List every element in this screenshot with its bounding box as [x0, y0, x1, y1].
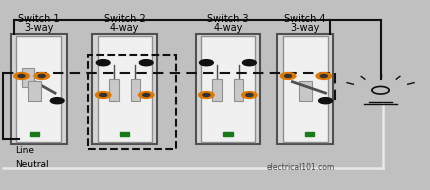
Circle shape: [199, 92, 214, 98]
Circle shape: [138, 92, 154, 98]
Circle shape: [34, 73, 49, 79]
Text: 3-way: 3-way: [24, 23, 53, 33]
Bar: [11, 34, 67, 144]
Bar: [120, 132, 129, 136]
Circle shape: [242, 92, 257, 98]
Circle shape: [243, 60, 256, 66]
Bar: [277, 34, 333, 144]
Text: 4-way: 4-way: [110, 23, 139, 33]
Bar: [212, 79, 222, 101]
Bar: [299, 81, 312, 101]
Text: Line: Line: [15, 146, 34, 155]
Circle shape: [203, 93, 210, 97]
Circle shape: [285, 74, 292, 78]
Bar: [131, 79, 140, 101]
Text: Switch 4: Switch 4: [285, 14, 326, 24]
Text: Neutral: Neutral: [15, 160, 49, 169]
Bar: [234, 79, 243, 101]
Text: 3-way: 3-way: [291, 23, 320, 33]
Circle shape: [143, 93, 150, 97]
Circle shape: [316, 73, 332, 79]
Circle shape: [100, 93, 107, 97]
Bar: [98, 36, 152, 142]
Text: Switch 1: Switch 1: [18, 14, 59, 24]
Bar: [16, 36, 61, 142]
Text: Switch 2: Switch 2: [104, 14, 146, 24]
Text: 4-way: 4-way: [213, 23, 243, 33]
Bar: [223, 132, 233, 136]
Circle shape: [18, 74, 25, 78]
Bar: [28, 81, 41, 101]
Bar: [283, 36, 328, 142]
Circle shape: [319, 98, 332, 104]
Bar: [30, 132, 39, 136]
Circle shape: [280, 73, 296, 79]
Bar: [305, 132, 314, 136]
Circle shape: [95, 92, 111, 98]
Bar: [22, 68, 34, 87]
Bar: [88, 55, 176, 149]
Circle shape: [246, 93, 253, 97]
Text: Switch 3: Switch 3: [207, 14, 249, 24]
Circle shape: [320, 74, 327, 78]
Circle shape: [200, 60, 213, 66]
Circle shape: [50, 98, 64, 104]
Circle shape: [139, 60, 153, 66]
Bar: [92, 34, 157, 144]
Circle shape: [38, 74, 45, 78]
Bar: [196, 34, 260, 144]
Circle shape: [96, 60, 110, 66]
Circle shape: [14, 73, 29, 79]
Bar: [109, 79, 119, 101]
Text: electrical101.com: electrical101.com: [267, 163, 335, 172]
Bar: [201, 36, 255, 142]
